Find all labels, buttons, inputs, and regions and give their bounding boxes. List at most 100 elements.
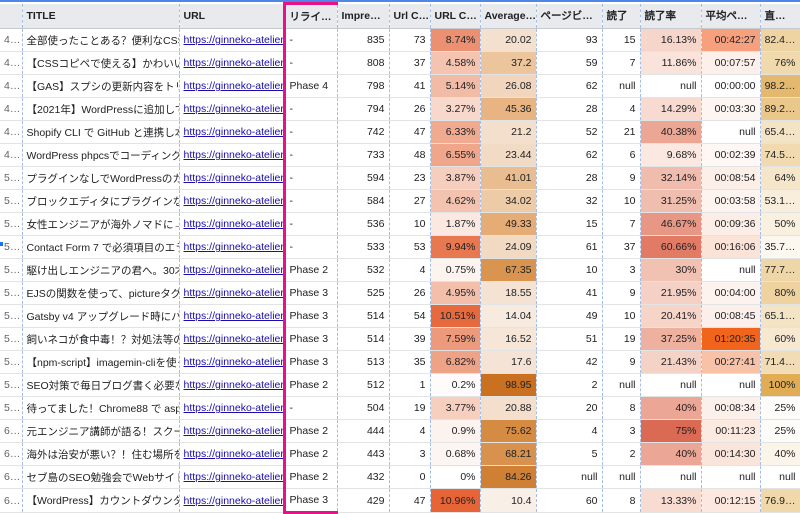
direct-cell[interactable]: 50% — [760, 212, 800, 236]
rewrite-phase-cell[interactable]: Phase 2 — [282, 419, 338, 443]
avg-time-cell[interactable]: 00:02:39 — [701, 143, 761, 167]
read-count-cell[interactable]: 9 — [602, 281, 641, 305]
url-clicks-cell[interactable]: 53 — [389, 235, 431, 259]
row-number-cell[interactable]: 5… — [0, 373, 23, 397]
url-clicks-cell[interactable]: 73 — [389, 28, 431, 52]
title-cell[interactable]: 全部使ったことある？便利なCSS関… — [22, 28, 180, 52]
url-clicks-cell[interactable]: 1 — [389, 373, 431, 397]
impressions-cell[interactable]: 835 — [337, 28, 390, 52]
url-ctr-cell[interactable]: 0.68% — [430, 442, 481, 466]
url-clicks-cell[interactable]: 54 — [389, 304, 431, 328]
average-position-cell[interactable]: 45.36 — [480, 97, 537, 121]
title-cell[interactable]: 元エンジニア講師が語る！スクール… — [22, 419, 180, 443]
row-number-cell[interactable]: 4… — [0, 120, 23, 144]
direct-cell[interactable]: 82.4… — [760, 28, 800, 52]
url-cell[interactable]: https://ginneko-atelier… — [179, 51, 285, 75]
url-cell[interactable]: https://ginneko-atelier… — [179, 373, 285, 397]
read-count-cell[interactable]: 10 — [602, 304, 641, 328]
read-rate-cell[interactable]: 31.25% — [640, 189, 702, 213]
impressions-cell[interactable]: 514 — [337, 327, 390, 351]
rewrite-phase-cell[interactable]: - — [282, 120, 338, 144]
impressions-cell[interactable]: 742 — [337, 120, 390, 144]
avg-time-cell[interactable]: 00:09:36 — [701, 212, 761, 236]
url-cell[interactable]: https://ginneko-atelier… — [179, 327, 285, 351]
url-ctr-cell[interactable]: 4.58% — [430, 51, 481, 75]
read-count-cell[interactable]: null — [602, 465, 641, 489]
title-cell[interactable]: 待ってました！Chrome88 で aspect… — [22, 396, 180, 420]
url-ctr-cell[interactable]: 0.9% — [430, 419, 481, 443]
impressions-cell[interactable]: 536 — [337, 212, 390, 236]
row-number-header[interactable] — [0, 3, 23, 29]
read-rate-cell[interactable]: 30% — [640, 258, 702, 282]
title-cell[interactable]: 飼いネコが食中毒！？対処法等の備… — [22, 327, 180, 351]
url-ctr-cell[interactable]: 4.62% — [430, 189, 481, 213]
direct-cell[interactable]: 76.9… — [760, 488, 800, 513]
url-clicks-cell[interactable]: 19 — [389, 396, 431, 420]
url-clicks-cell[interactable]: 10 — [389, 212, 431, 236]
rewrite-phase-cell[interactable]: Phase 2 — [282, 442, 338, 466]
url-clicks-header[interactable]: Url C… — [389, 3, 431, 29]
rewrite-phase-cell[interactable]: Phase 2 — [282, 465, 338, 489]
url-ctr-cell[interactable]: 5.14% — [430, 74, 481, 98]
avg-time-cell[interactable]: 00:11:23 — [701, 419, 761, 443]
impressions-cell[interactable]: 808 — [337, 51, 390, 75]
direct-cell[interactable]: 64% — [760, 166, 800, 190]
direct-cell[interactable]: 65.1… — [760, 304, 800, 328]
pageviews-cell[interactable]: 32 — [536, 189, 603, 213]
title-cell[interactable]: EJSの関数を使って、pictureタグの… — [22, 281, 180, 305]
row-number-cell[interactable]: 5… — [0, 258, 23, 282]
rewrite-phase-cell[interactable]: - — [282, 143, 338, 167]
direct-cell[interactable]: null — [760, 465, 800, 489]
rewrite-phase-cell[interactable]: Phase 3 — [282, 327, 338, 351]
row-number-cell[interactable]: 6… — [0, 465, 23, 489]
row-number-cell[interactable]: 4… — [0, 97, 23, 121]
url-cell[interactable]: https://ginneko-atelier… — [179, 350, 285, 374]
pageviews-cell[interactable]: 5 — [536, 442, 603, 466]
url-cell[interactable]: https://ginneko-atelier… — [179, 442, 285, 466]
average-position-cell[interactable]: 41.01 — [480, 166, 537, 190]
avg-time-cell[interactable]: null — [701, 465, 761, 489]
url-clicks-cell[interactable]: 4 — [389, 258, 431, 282]
average-position-cell[interactable]: 34.02 — [480, 189, 537, 213]
avg-time-cell[interactable]: 00:04:00 — [701, 281, 761, 305]
read-count-cell[interactable]: 21 — [602, 120, 641, 144]
impressions-cell[interactable]: 525 — [337, 281, 390, 305]
read-count-cell[interactable]: 2 — [602, 442, 641, 466]
url-cell[interactable]: https://ginneko-atelier… — [179, 488, 285, 513]
url-cell[interactable]: https://ginneko-atelier… — [179, 465, 285, 489]
read-rate-cell[interactable]: 46.67% — [640, 212, 702, 236]
read-rate-cell[interactable]: 60.66% — [640, 235, 702, 259]
rewrite-phase-cell[interactable]: Phase 3 — [282, 304, 338, 328]
row-number-cell[interactable]: 5… — [0, 212, 23, 236]
rewrite-phase-header[interactable]: リライ… — [282, 2, 338, 29]
direct-cell[interactable]: 71.4… — [760, 350, 800, 374]
average-position-cell[interactable]: 75.62 — [480, 419, 537, 443]
url-cell[interactable]: https://ginneko-atelier… — [179, 28, 285, 52]
pageviews-cell[interactable]: 51 — [536, 327, 603, 351]
url-cell[interactable]: https://ginneko-atelier… — [179, 281, 285, 305]
avg-time-cell[interactable]: 00:14:30 — [701, 442, 761, 466]
url-clicks-cell[interactable]: 48 — [389, 143, 431, 167]
rewrite-phase-cell[interactable]: Phase 2 — [282, 373, 338, 397]
title-cell[interactable]: 【GAS】スプシの更新内容をトリガ… — [22, 74, 180, 98]
rewrite-phase-cell[interactable]: - — [282, 51, 338, 75]
url-cell[interactable]: https://ginneko-atelier… — [179, 120, 285, 144]
read-rate-cell[interactable]: 9.68% — [640, 143, 702, 167]
impressions-cell[interactable]: 532 — [337, 258, 390, 282]
read-count-cell[interactable]: 37 — [602, 235, 641, 259]
title-cell[interactable]: ブロックエディタにプラグインなし… — [22, 189, 180, 213]
read-count-cell[interactable]: 9 — [602, 350, 641, 374]
pageviews-cell[interactable]: 93 — [536, 28, 603, 52]
direct-cell[interactable]: 25% — [760, 396, 800, 420]
impressions-header[interactable]: Impre… — [337, 3, 390, 29]
url-cell[interactable]: https://ginneko-atelier… — [179, 304, 285, 328]
average-position-header[interactable]: Average… — [480, 3, 537, 29]
url-ctr-cell[interactable]: 4.95% — [430, 281, 481, 305]
title-cell[interactable]: WordPress phpcsでコーディング規… — [22, 143, 180, 167]
average-position-cell[interactable]: 10.4 — [480, 488, 537, 513]
url-clicks-cell[interactable]: 26 — [389, 97, 431, 121]
url-clicks-cell[interactable]: 3 — [389, 442, 431, 466]
read-rate-cell[interactable]: 16.13% — [640, 28, 702, 52]
pageviews-cell[interactable]: 62 — [536, 74, 603, 98]
read-count-cell[interactable]: 7 — [602, 51, 641, 75]
